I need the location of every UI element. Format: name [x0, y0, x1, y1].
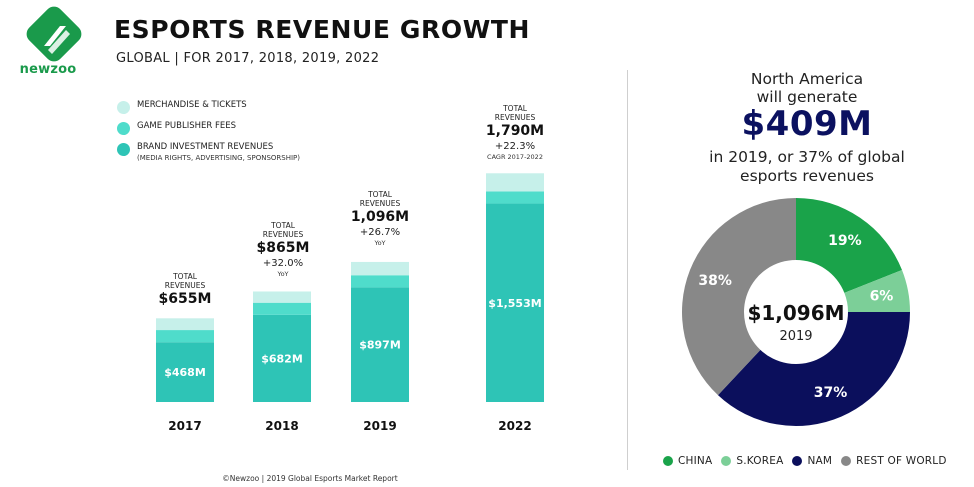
panel-divider	[627, 70, 628, 470]
annotation-2018: TOTAL REVENUES $865M +32.0% YoY	[228, 221, 338, 279]
growth-rate: +32.0%	[262, 258, 304, 269]
legend-label: CHINA	[678, 455, 713, 467]
chart-title: ESPORTS REVENUE GROWTH	[114, 15, 531, 44]
total-value: 1,790M	[485, 123, 545, 139]
legend-label: GAME PUBLISHER FEES	[137, 121, 237, 131]
donut-slice	[844, 270, 910, 312]
donut-slice	[796, 198, 902, 293]
legend-label-main: BRAND INVESTMENT REVENUES	[137, 142, 274, 152]
total-label-line1: TOTAL	[503, 104, 527, 113]
bar-segment	[253, 302, 311, 315]
bar-segment	[156, 342, 214, 402]
total-label-line1: TOTAL	[271, 221, 295, 230]
total-label-line2: REVENUES	[359, 199, 401, 208]
donut-legend: CHINA S.KOREA NAM REST OF WORLD	[663, 455, 956, 467]
bar-segment	[486, 203, 544, 402]
x-tick-label: 2019	[363, 419, 396, 433]
bar-segment	[156, 330, 214, 343]
annotation-2017: TOTAL REVENUES $655M	[130, 272, 240, 308]
total-label-line2: REVENUES	[164, 281, 206, 290]
donut-center-value: $1,096M	[747, 301, 845, 325]
callout-line4: esports revenues	[740, 167, 874, 185]
total-value: $865M	[256, 240, 310, 256]
x-tick-label: 2018	[265, 419, 298, 433]
donut-legend-item: CHINA	[663, 455, 712, 467]
total-label-line1: TOTAL	[173, 272, 197, 281]
donut-legend-item: NAM	[792, 455, 832, 467]
legend-swatch	[721, 456, 732, 466]
growth-tag: CAGR 2017-2022	[487, 153, 543, 161]
donut-legend-item: S.KOREA	[721, 455, 783, 467]
total-label-line2: REVENUES	[262, 230, 304, 239]
bar-segment	[253, 291, 311, 303]
legend-label: MERCHANDISE & TICKETS	[137, 100, 247, 110]
legend-swatch	[117, 122, 130, 135]
donut-legend-item: REST OF WORLD	[841, 455, 946, 467]
chart-subtitle: GLOBAL | FOR 2017, 2018, 2019, 2022	[116, 51, 380, 66]
revenue-bar-chart: $468M 2017 $682M 2018 $897M 2019 $1,553M 2022	[156, 173, 544, 433]
growth-rate: +26.7%	[359, 227, 401, 238]
legend-item-brand-investment: BRAND INVESTMENT REVENUES (MEDIA RIGHTS,…	[117, 142, 300, 164]
growth-tag: YoY	[277, 270, 289, 278]
source-footer: ©Newzoo | 2019 Global Esports Market Rep…	[222, 474, 398, 483]
legend-label: S.KOREA	[736, 455, 784, 467]
regional-share-donut: 19% 6% 37% 38%	[682, 198, 910, 426]
brand-name: newzoo	[19, 62, 77, 77]
legend-label: NAM	[807, 455, 833, 467]
legend-item-publisher-fees: GAME PUBLISHER FEES	[117, 121, 236, 135]
bar-value-label: $682M	[261, 352, 303, 365]
bar-segment	[486, 173, 544, 192]
bar-segment	[351, 287, 409, 402]
donut-center-year: 2019	[779, 329, 813, 344]
callout-line2: will generate	[756, 88, 858, 106]
donut-slice	[717, 312, 910, 426]
total-value: $655M	[158, 291, 212, 307]
newzoo-logo	[26, 6, 82, 62]
legend-swatch	[792, 456, 803, 466]
bar-value-label: $1,553M	[488, 297, 541, 310]
x-tick-label: 2017	[168, 419, 201, 433]
legend-label: REST OF WORLD	[856, 455, 947, 467]
callout-value: $409M	[741, 104, 873, 144]
donut-slice-label: 19%	[828, 233, 862, 249]
legend-item-merchandise: MERCHANDISE & TICKETS	[117, 100, 247, 114]
legend-swatch	[841, 456, 852, 466]
bar-segment	[351, 275, 409, 288]
legend-swatch	[117, 101, 130, 114]
bar-value-label: $897M	[359, 339, 401, 352]
annotation-2019: TOTAL REVENUES 1,096M +26.7% YoY	[325, 190, 435, 248]
annotation-2022: TOTAL REVENUES 1,790M +22.3% CAGR 2017-2…	[460, 104, 570, 162]
bar-segment	[351, 261, 409, 276]
x-tick-label: 2022	[498, 419, 531, 433]
total-label-line1: TOTAL	[368, 190, 392, 199]
legend-swatch	[117, 143, 130, 156]
donut-slice-label: 37%	[814, 385, 848, 401]
legend-swatch	[663, 456, 673, 466]
legend-label-sub: (MEDIA RIGHTS, ADVERTISING, SPONSORSHIP)	[137, 154, 300, 162]
bar-segment	[486, 191, 544, 204]
total-label-line2: REVENUES	[494, 113, 536, 122]
bar-value-label: $468M	[164, 366, 206, 379]
total-value: 1,096M	[350, 209, 410, 225]
donut-slice-label: 6%	[870, 289, 894, 305]
callout-line3: in 2019, or 37% of global	[709, 148, 905, 166]
legend-label: BRAND INVESTMENT REVENUES (MEDIA RIGHTS,…	[137, 142, 300, 164]
bar-segment	[253, 314, 311, 402]
callout-line1: North America	[750, 70, 864, 88]
bar-segment	[156, 318, 214, 331]
growth-rate: +22.3%	[494, 141, 536, 152]
donut-slice	[682, 198, 796, 396]
growth-tag: YoY	[374, 239, 386, 247]
donut-slice-label: 38%	[698, 273, 732, 289]
